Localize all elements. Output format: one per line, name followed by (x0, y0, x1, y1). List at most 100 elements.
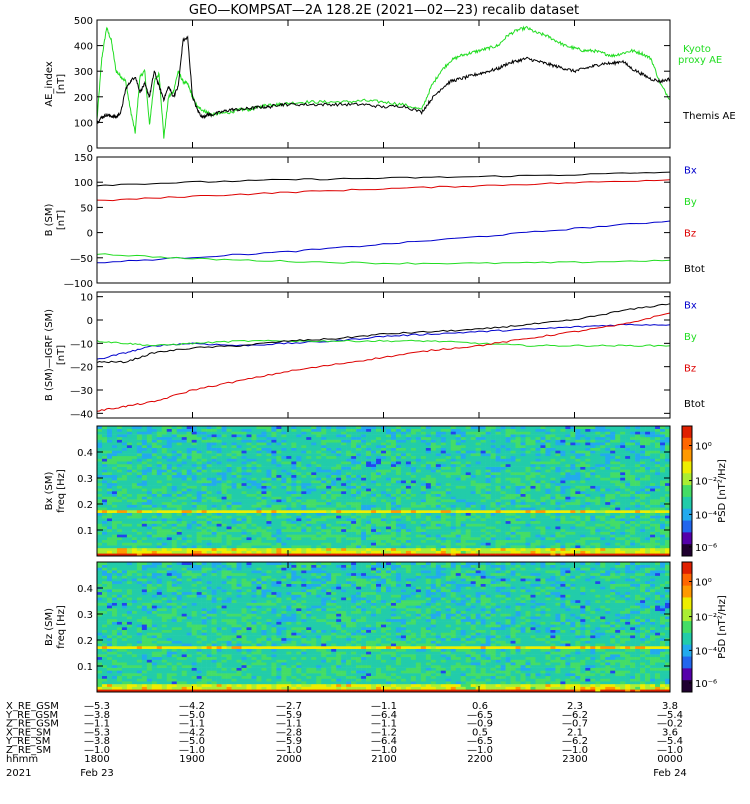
psd-cell (590, 450, 595, 453)
psd-cell (316, 526, 321, 529)
psd-cell (585, 486, 590, 489)
psd-cell (366, 491, 371, 494)
psd-cell (237, 540, 242, 543)
psd-cell (341, 542, 346, 545)
psd-cell (516, 542, 521, 545)
psd-cell (232, 505, 237, 508)
psd-cell (147, 440, 152, 443)
psd-cell (187, 472, 192, 475)
psd-cell (615, 545, 620, 548)
psd-cell (187, 456, 192, 459)
psd-cell (486, 510, 491, 513)
psd-cell (625, 526, 630, 529)
psd-cell (595, 442, 600, 445)
psd-cell (346, 545, 351, 548)
psd-cell (431, 448, 436, 451)
psd-cell (227, 494, 232, 497)
psd-cell (421, 480, 426, 483)
psd-cell (102, 537, 107, 540)
psd-cell (640, 491, 645, 494)
psd-cell (167, 445, 172, 448)
psd-cell (565, 469, 570, 472)
psd-cell (550, 526, 555, 529)
psd-cell (281, 521, 286, 524)
psd-cell (192, 480, 197, 483)
psd-cell (625, 548, 630, 551)
psd-cell (456, 456, 461, 459)
psd-cell (371, 505, 376, 508)
psd-cell (177, 467, 182, 470)
psd-cell (471, 529, 476, 532)
psd-cell (441, 483, 446, 486)
psd-cell (610, 461, 615, 464)
psd-cell (620, 464, 625, 467)
psd-cell (446, 477, 451, 480)
psd-cell (521, 475, 526, 478)
psd-cell (386, 453, 391, 456)
psd-cell (620, 524, 625, 527)
psd-cell (511, 524, 516, 527)
psd-cell (177, 480, 182, 483)
psd-cell (266, 464, 271, 467)
psd-cell (122, 488, 127, 491)
psd-cell (326, 551, 331, 554)
psd-cell (246, 440, 251, 443)
psd-cell (381, 450, 386, 453)
psd-cell (605, 475, 610, 478)
psd-cell (336, 464, 341, 467)
psd-cell (167, 542, 172, 545)
psd-cell (112, 475, 117, 478)
psd-cell (187, 513, 192, 516)
psd-cell (361, 524, 366, 527)
psd-cell (540, 551, 545, 554)
psd-cell (271, 551, 276, 554)
psd-cell (366, 448, 371, 451)
psd-cell (471, 456, 476, 459)
psd-cell (147, 469, 152, 472)
psd-cell (580, 507, 585, 510)
psd-cell (341, 450, 346, 453)
psd-cell (441, 477, 446, 480)
psd-cell (615, 518, 620, 521)
psd-cell (650, 445, 655, 448)
psd-cell (227, 507, 232, 510)
psd-cell (620, 448, 625, 451)
psd-cell (281, 542, 286, 545)
psd-cell (516, 448, 521, 451)
psd-cell (286, 456, 291, 459)
psd-cell (486, 548, 491, 551)
psd-cell (491, 513, 496, 516)
psd-cell (276, 526, 281, 529)
psd-cell (660, 532, 665, 535)
psd-cell (441, 515, 446, 518)
psd-cell (635, 542, 640, 545)
psd-cell (202, 518, 207, 521)
psd-cell (416, 469, 421, 472)
psd-cell (246, 521, 251, 524)
psd-cell (132, 469, 137, 472)
psd-cell (172, 526, 177, 529)
psd-cell (331, 491, 336, 494)
psd-cell (441, 524, 446, 527)
psd-cell (251, 456, 256, 459)
psd-cell (550, 486, 555, 489)
psd-cell (466, 526, 471, 529)
psd-cell (127, 507, 132, 510)
psd-cell (301, 464, 306, 467)
psd-cell (142, 496, 147, 499)
psd-cell (640, 532, 645, 535)
psd-cell (585, 456, 590, 459)
psd-cell (396, 467, 401, 470)
psd-cell (431, 537, 436, 540)
psd-cell (217, 464, 222, 467)
psd-cell (331, 507, 336, 510)
psd-cell (521, 502, 526, 505)
psd-cell (122, 445, 127, 448)
psd-cell (366, 518, 371, 521)
psd-cell (486, 469, 491, 472)
psd-cell (466, 505, 471, 508)
psd-cell (526, 450, 531, 453)
psd-cell (555, 518, 560, 521)
psd-cell (242, 483, 247, 486)
psd-cell (261, 440, 266, 443)
